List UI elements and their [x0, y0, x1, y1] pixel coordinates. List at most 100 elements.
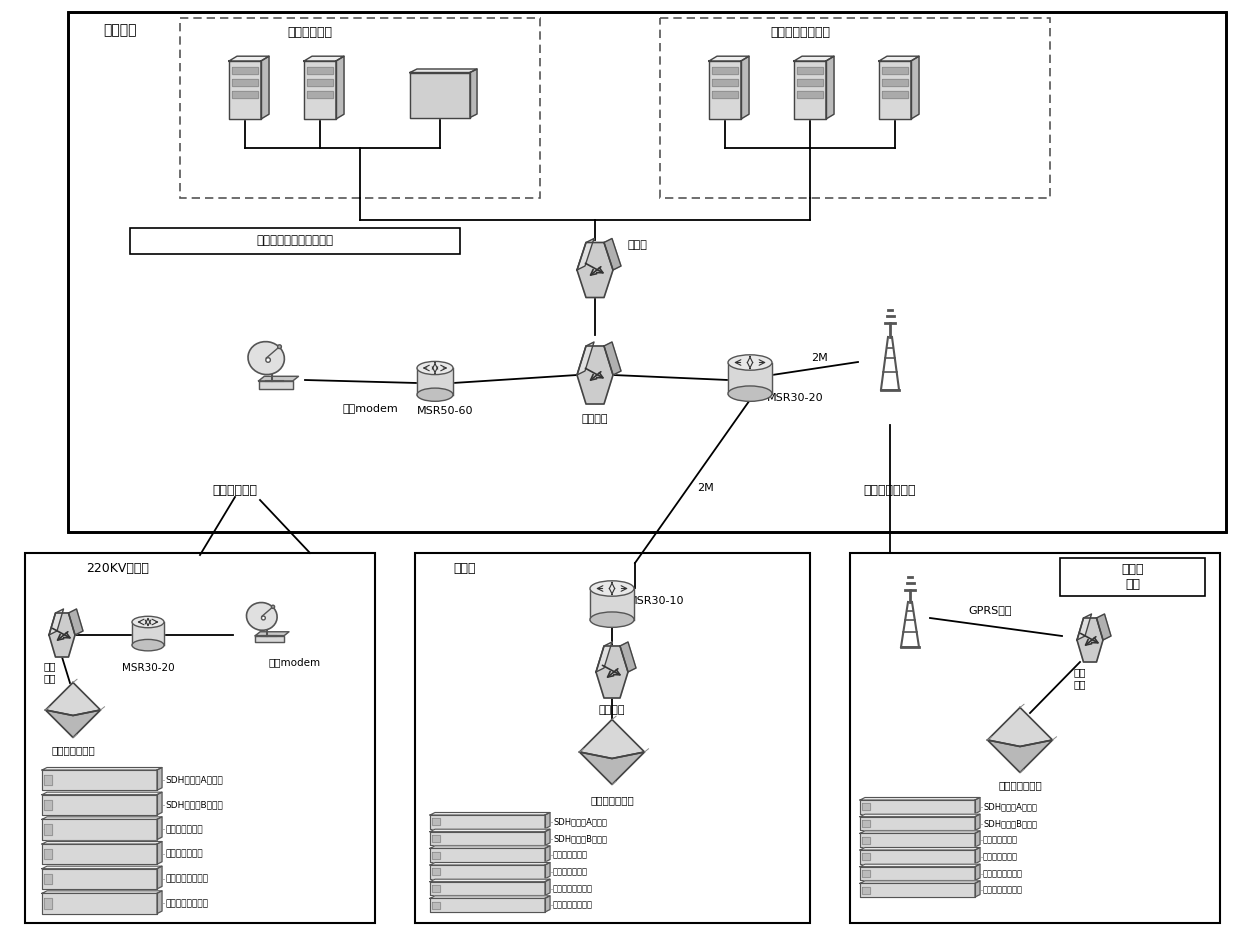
- Polygon shape: [860, 815, 980, 816]
- Polygon shape: [860, 850, 975, 864]
- Polygon shape: [862, 837, 870, 843]
- Polygon shape: [577, 242, 613, 298]
- Polygon shape: [826, 56, 834, 119]
- Polygon shape: [430, 846, 550, 848]
- Polygon shape: [432, 835, 440, 842]
- Ellipse shape: [729, 386, 772, 401]
- Polygon shape: [42, 894, 157, 913]
- Polygon shape: [729, 367, 772, 394]
- Text: 调度数据网设备: 调度数据网设备: [553, 851, 589, 859]
- Text: 综合数据网设备: 综合数据网设备: [983, 853, 1018, 861]
- Polygon shape: [794, 56, 834, 61]
- Polygon shape: [712, 67, 738, 74]
- Text: SDH光传输A网设备: SDH光传输A网设备: [553, 817, 607, 827]
- Circle shape: [271, 605, 275, 608]
- Bar: [130, 228, 460, 254]
- Text: MSR30-10: MSR30-10: [628, 596, 684, 606]
- Polygon shape: [862, 803, 870, 810]
- Text: 智能网元控制器: 智能网元控制器: [999, 780, 1042, 790]
- Text: 智能网元控制器: 智能网元控制器: [590, 795, 634, 805]
- Polygon shape: [45, 873, 52, 884]
- Polygon shape: [860, 816, 975, 830]
- Polygon shape: [545, 896, 550, 912]
- Polygon shape: [975, 847, 980, 864]
- Circle shape: [266, 358, 270, 362]
- Text: 卫星通信网络: 卫星通信网络: [213, 483, 258, 496]
- Polygon shape: [42, 842, 162, 844]
- Ellipse shape: [247, 602, 278, 630]
- Bar: [1061, 558, 1206, 596]
- Polygon shape: [42, 792, 162, 795]
- Ellipse shape: [133, 640, 164, 651]
- Polygon shape: [45, 800, 52, 810]
- Polygon shape: [430, 848, 545, 862]
- Polygon shape: [50, 613, 76, 657]
- Polygon shape: [709, 61, 741, 119]
- Polygon shape: [229, 56, 269, 61]
- Text: 其中标虚部分为已有设备: 其中标虚部分为已有设备: [256, 235, 333, 248]
- Polygon shape: [975, 864, 980, 881]
- Polygon shape: [430, 879, 550, 882]
- Text: MSR50-60: MSR50-60: [416, 406, 473, 416]
- Bar: [180, 18, 540, 198]
- Polygon shape: [470, 69, 477, 117]
- Polygon shape: [797, 67, 823, 74]
- Polygon shape: [157, 792, 162, 815]
- Ellipse shape: [590, 581, 634, 596]
- Polygon shape: [712, 79, 738, 86]
- Polygon shape: [229, 61, 261, 119]
- Bar: [25, 553, 375, 923]
- Polygon shape: [797, 91, 823, 98]
- Ellipse shape: [418, 361, 453, 374]
- Polygon shape: [1077, 618, 1103, 662]
- Polygon shape: [336, 56, 344, 119]
- Polygon shape: [157, 891, 162, 913]
- Polygon shape: [603, 342, 621, 375]
- Polygon shape: [42, 816, 162, 819]
- Polygon shape: [882, 67, 908, 74]
- Polygon shape: [42, 869, 157, 889]
- Polygon shape: [430, 813, 550, 815]
- Polygon shape: [862, 820, 870, 827]
- Polygon shape: [432, 885, 440, 892]
- Text: 行政语音交换设备: 行政语音交换设备: [983, 885, 1023, 895]
- Polygon shape: [862, 854, 870, 860]
- Text: 安全
网关: 安全 网关: [43, 661, 56, 682]
- Polygon shape: [133, 625, 164, 645]
- Polygon shape: [596, 642, 612, 672]
- Polygon shape: [1077, 614, 1092, 640]
- Polygon shape: [430, 898, 545, 912]
- Polygon shape: [45, 898, 52, 909]
- Polygon shape: [261, 56, 269, 119]
- Text: 智能网元控制器: 智能网元控制器: [51, 745, 95, 755]
- Polygon shape: [45, 824, 52, 834]
- Text: 220KV变电站: 220KV变电站: [87, 561, 150, 574]
- Polygon shape: [577, 346, 613, 404]
- Ellipse shape: [590, 612, 634, 627]
- Polygon shape: [304, 56, 344, 61]
- Polygon shape: [596, 646, 628, 698]
- Polygon shape: [794, 61, 826, 119]
- Polygon shape: [860, 847, 980, 850]
- Text: 运营商无线网络: 运营商无线网络: [864, 483, 917, 496]
- Text: 行政语音交换设备: 行政语音交换设备: [553, 900, 593, 910]
- Polygon shape: [430, 882, 545, 896]
- Text: 交换机: 交换机: [627, 240, 647, 250]
- Polygon shape: [620, 642, 636, 672]
- Polygon shape: [255, 636, 284, 642]
- Circle shape: [278, 344, 281, 348]
- Polygon shape: [430, 865, 545, 879]
- Polygon shape: [45, 775, 52, 785]
- Bar: [415, 553, 810, 923]
- Text: GPRS通信: GPRS通信: [968, 605, 1012, 615]
- Text: SDH光传输B网设备: SDH光传输B网设备: [553, 834, 607, 843]
- Polygon shape: [68, 609, 83, 635]
- Bar: [68, 12, 1227, 532]
- Polygon shape: [545, 813, 550, 829]
- Text: SDH光传输A网设备: SDH光传输A网设备: [983, 803, 1037, 811]
- Polygon shape: [232, 91, 258, 98]
- Polygon shape: [430, 815, 545, 829]
- Polygon shape: [882, 91, 908, 98]
- Text: 调度语音交换设备: 调度语音交换设备: [165, 874, 208, 884]
- Polygon shape: [259, 376, 299, 381]
